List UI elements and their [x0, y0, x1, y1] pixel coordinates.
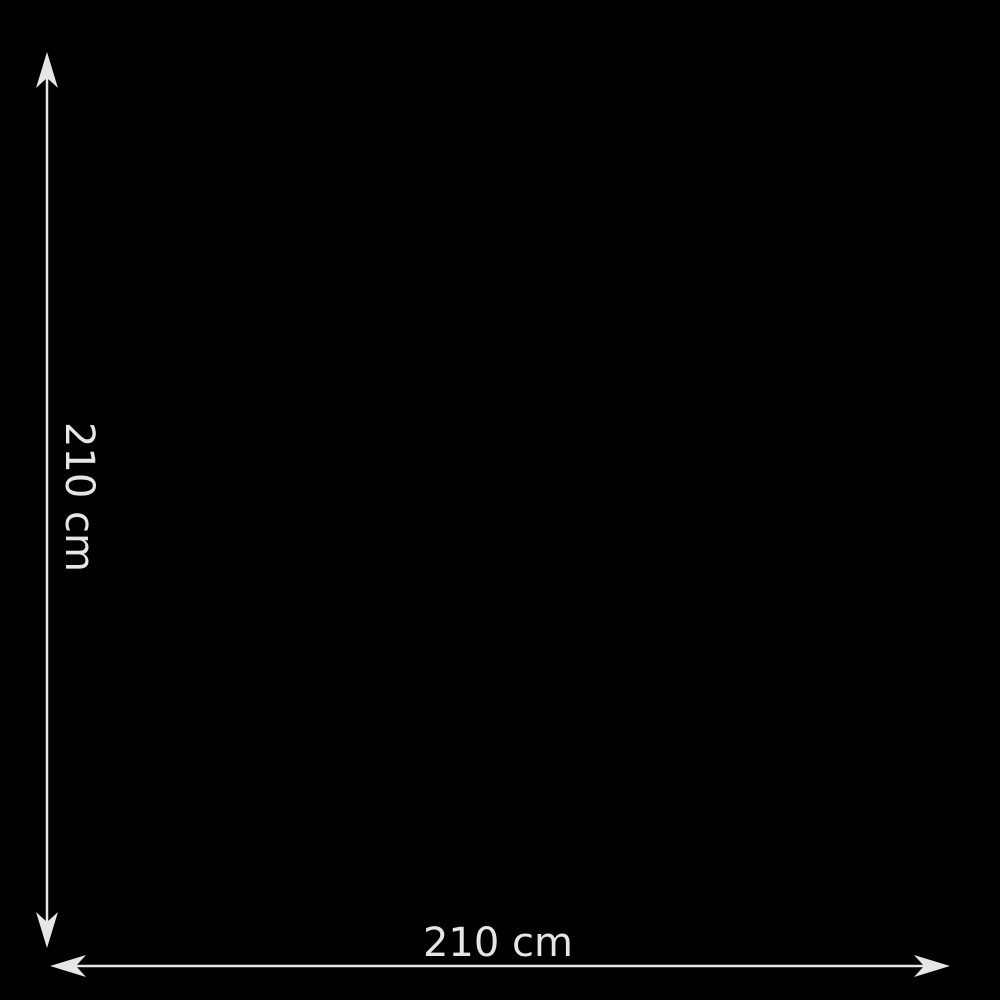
- width-dimension-arrow: [50, 955, 950, 977]
- height-label: 210 cm: [56, 421, 102, 573]
- height-arrowhead-top: [36, 52, 58, 88]
- width-arrowhead-right: [914, 955, 950, 977]
- width-arrowhead-left: [50, 955, 86, 977]
- width-label: 210 cm: [422, 920, 574, 966]
- height-arrowhead-bottom: [36, 912, 58, 948]
- height-dimension-arrow: [36, 52, 58, 948]
